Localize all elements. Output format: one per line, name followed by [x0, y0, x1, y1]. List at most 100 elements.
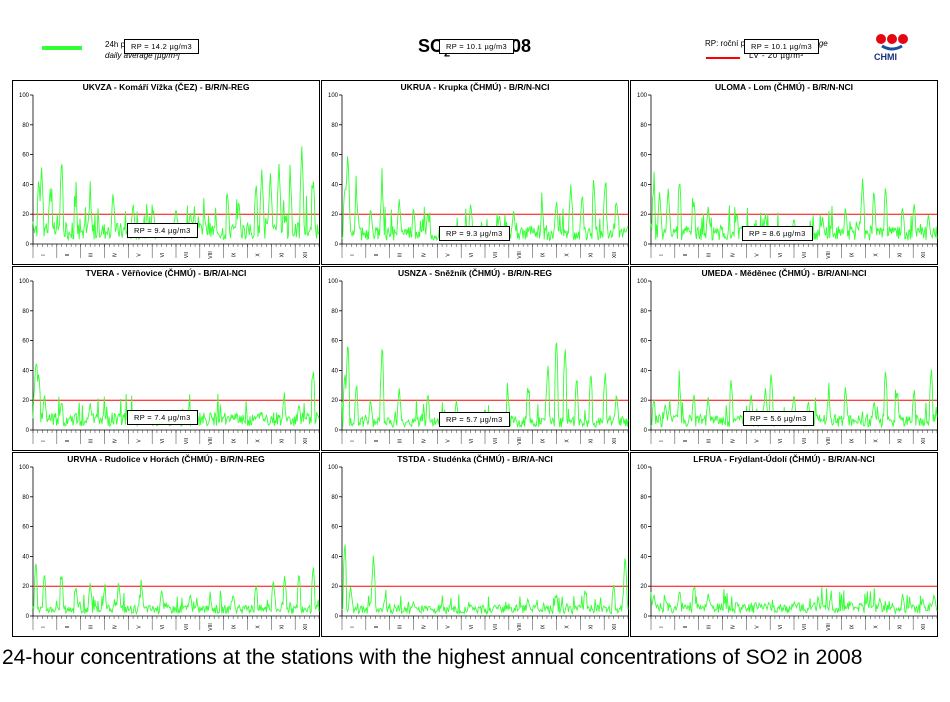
month-label: VI	[160, 439, 166, 444]
daily-series-line	[341, 342, 629, 429]
station-chart-title: UKRUA - Krupka (ČHMÚ) - B/R/N-NCI	[400, 82, 550, 92]
annual-average-box: RP = 10.1 µg/m3	[744, 39, 820, 54]
y-tick-label: 100	[637, 465, 648, 471]
month-label: XII	[303, 252, 309, 258]
daily-series-line	[650, 369, 938, 429]
month-label: VII	[184, 624, 190, 630]
month-label: IX	[850, 252, 856, 257]
y-tick-label: 60	[331, 339, 338, 345]
month-label: IX	[850, 624, 856, 629]
month-label: VI	[469, 253, 475, 258]
y-tick-label: 20	[331, 398, 338, 404]
month-label: VII	[184, 252, 190, 258]
y-tick-label: 0	[335, 428, 339, 434]
month-label: IV	[730, 438, 736, 443]
month-label: VI	[160, 625, 166, 630]
month-label: VII	[493, 252, 499, 258]
month-label: II	[683, 440, 689, 443]
month-label: III	[398, 625, 404, 629]
month-label: IV	[421, 624, 427, 629]
legend-label-en: daily average [µg/m³]	[105, 51, 180, 60]
y-tick-label: 60	[331, 153, 338, 159]
month-label: IX	[232, 252, 238, 257]
y-tick-label: 20	[22, 584, 29, 590]
month-label: XII	[612, 624, 618, 630]
month-label: VI	[778, 439, 784, 444]
month-label: VIII	[208, 251, 214, 259]
legend-red-line	[706, 57, 740, 59]
month-label: IX	[541, 252, 547, 257]
station-chart-title: TSTDA - Studénka (ČHMÚ) - B/R/A-NCI	[397, 454, 553, 464]
y-tick-label: 100	[328, 465, 339, 471]
month-label: X	[255, 253, 261, 257]
y-tick-label: 0	[26, 428, 30, 434]
daily-series-line	[341, 544, 629, 616]
y-tick-label: 0	[644, 614, 648, 620]
month-label: VIII	[517, 251, 523, 259]
month-label: V	[136, 253, 142, 257]
month-label: IV	[730, 252, 736, 257]
y-tick-label: 60	[331, 525, 338, 531]
y-tick-label: 40	[22, 554, 29, 560]
month-label: IV	[112, 624, 118, 629]
month-label: X	[564, 253, 570, 257]
month-label: V	[445, 253, 451, 257]
month-label: V	[445, 625, 451, 629]
month-label: VII	[802, 252, 808, 258]
month-label: VIII	[826, 437, 832, 445]
y-tick-label: 0	[26, 242, 30, 248]
y-tick-label: 80	[640, 123, 647, 129]
y-tick-label: 100	[328, 93, 339, 99]
y-tick-label: 100	[19, 93, 30, 99]
month-label: VIII	[517, 623, 523, 631]
y-tick-label: 100	[637, 93, 648, 99]
y-tick-label: 40	[331, 554, 338, 560]
daily-series-line	[650, 586, 938, 615]
daily-series-line	[32, 146, 320, 242]
month-label: III	[707, 253, 713, 257]
month-label: XI	[897, 439, 903, 444]
annual-average-box: RP = 8.6 µg/m3	[742, 226, 813, 241]
month-label: XI	[588, 439, 594, 444]
y-tick-label: 0	[644, 242, 648, 248]
y-tick-label: 60	[22, 525, 29, 531]
month-label: XI	[588, 625, 594, 630]
y-tick-label: 60	[640, 153, 647, 159]
y-tick-label: 40	[640, 554, 647, 560]
month-label: IV	[730, 624, 736, 629]
station-chart-title: LFRUA - Frýdlant-Údolí (ČHMÚ) - B/R/AN-N…	[693, 454, 875, 464]
month-label: V	[754, 253, 760, 257]
month-label: IV	[421, 438, 427, 443]
y-tick-label: 0	[335, 242, 339, 248]
month-label: II	[683, 254, 689, 257]
annual-average-box: RP = 14.2 µg/m3	[124, 39, 200, 54]
annual-average-box: RP = 9.3 µg/m3	[439, 226, 510, 241]
month-label: VIII	[517, 437, 523, 445]
legend-rp-label-cz: RP: roční průměr /	[705, 39, 771, 48]
month-label: V	[445, 439, 451, 443]
y-tick-label: 20	[22, 398, 29, 404]
month-label: XII	[921, 438, 927, 444]
y-tick-label: 40	[22, 182, 29, 188]
month-label: XI	[897, 625, 903, 630]
y-tick-label: 20	[22, 212, 29, 218]
month-label: XII	[303, 438, 309, 444]
month-label: V	[754, 439, 760, 443]
month-label: VI	[160, 253, 166, 258]
month-label: VII	[802, 624, 808, 630]
y-tick-label: 40	[331, 182, 338, 188]
month-label: III	[398, 253, 404, 257]
station-chart-title: TVERA - Věřňovice (ČHMÚ) - B/R/AI-NCI	[85, 268, 247, 278]
month-label: VI	[778, 253, 784, 258]
month-label: II	[374, 254, 380, 257]
y-tick-label: 40	[22, 368, 29, 374]
month-label: III	[707, 439, 713, 443]
month-label: IV	[421, 252, 427, 257]
annual-average-box: RP = 5.6 µg/m3	[743, 411, 814, 426]
